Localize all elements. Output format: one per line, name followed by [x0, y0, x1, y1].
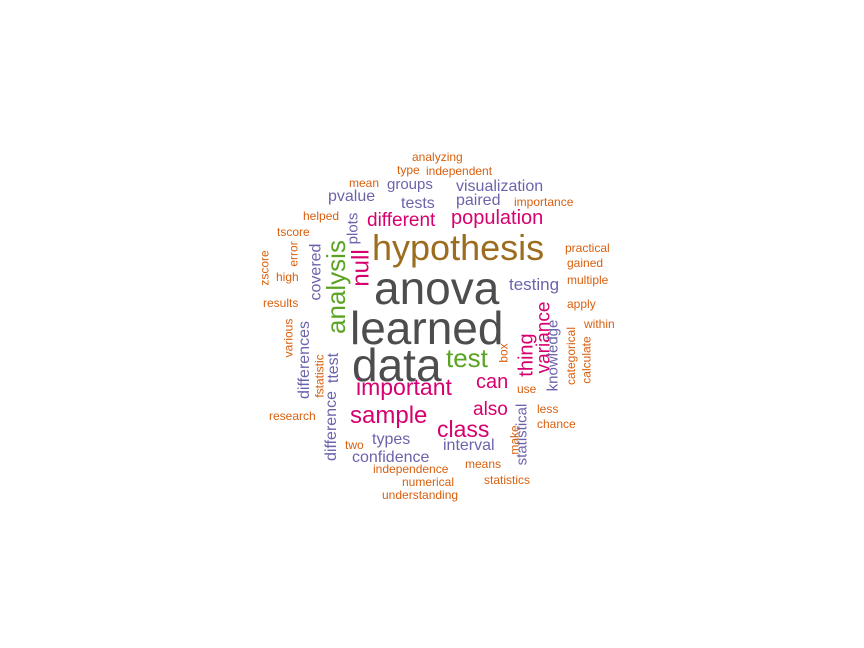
- word-ttest: ttest: [325, 352, 343, 384]
- word-gained: gained: [567, 256, 604, 270]
- word-zscore: zscore: [257, 250, 272, 286]
- word-independent: independent: [426, 164, 493, 178]
- word-can: can: [476, 371, 509, 393]
- word-sample: sample: [350, 402, 428, 429]
- word-also: also: [473, 399, 508, 420]
- word-population: population: [451, 207, 544, 229]
- word-two: two: [345, 438, 364, 452]
- word-make: make: [507, 425, 522, 455]
- word-chance: chance: [537, 417, 576, 431]
- word-mean: mean: [349, 176, 380, 190]
- word-data: data: [352, 339, 442, 391]
- word-visualization: visualization: [456, 178, 544, 195]
- word-helped: helped: [303, 209, 340, 223]
- word-hypothesis: hypothesis: [372, 227, 545, 268]
- word-apply: apply: [567, 297, 596, 311]
- word-independence: independence: [373, 462, 449, 476]
- word-anova: anova: [374, 262, 500, 314]
- word-understanding: understanding: [382, 488, 459, 502]
- word-statistics: statistics: [484, 473, 531, 487]
- word-various: various: [281, 318, 296, 358]
- word-test: test: [446, 343, 488, 373]
- word-pvalue: pvalue: [328, 188, 376, 205]
- word-tscore: tscore: [277, 225, 310, 239]
- word-practical: practical: [565, 241, 610, 255]
- word-class: class: [437, 416, 490, 442]
- word-plots: plots: [344, 212, 362, 245]
- word-categorical: categorical: [564, 326, 579, 386]
- word-fstatistic: fstatistic: [312, 354, 327, 398]
- word-means: means: [465, 457, 502, 471]
- word-difference: difference: [322, 391, 340, 461]
- word-thing: thing: [515, 333, 538, 377]
- word-important: important: [356, 374, 452, 400]
- word-interval: interval: [443, 437, 495, 454]
- word-results: results: [263, 296, 299, 310]
- word-covered: covered: [307, 243, 325, 301]
- word-differences: differences: [295, 321, 313, 399]
- word-different: different: [367, 210, 436, 231]
- word-paired: paired: [456, 192, 501, 209]
- word-testing: testing: [509, 275, 560, 294]
- word-knowledge: knowledge: [544, 319, 562, 392]
- word-research: research: [269, 409, 316, 423]
- word-high: high: [276, 270, 299, 284]
- word-box: box: [496, 343, 511, 363]
- word-groups: groups: [387, 176, 433, 193]
- word-use: use: [517, 382, 537, 396]
- word-analysis: analysis: [320, 240, 351, 334]
- word-within: within: [584, 317, 615, 331]
- word-numerical: numerical: [402, 475, 455, 489]
- word-type: type: [397, 163, 420, 177]
- word-types: types: [372, 431, 411, 448]
- word-analyzing: analyzing: [412, 150, 463, 164]
- word-importance: importance: [514, 195, 574, 209]
- word-confidence: confidence: [352, 449, 430, 466]
- word-learned: learned: [350, 302, 504, 354]
- word-calculate: calculate: [579, 336, 594, 384]
- word-multiple: multiple: [567, 273, 609, 287]
- word-less: less: [537, 402, 559, 416]
- word-error: error: [286, 241, 301, 267]
- word-null: null: [347, 249, 375, 287]
- word-tests: tests: [401, 195, 435, 212]
